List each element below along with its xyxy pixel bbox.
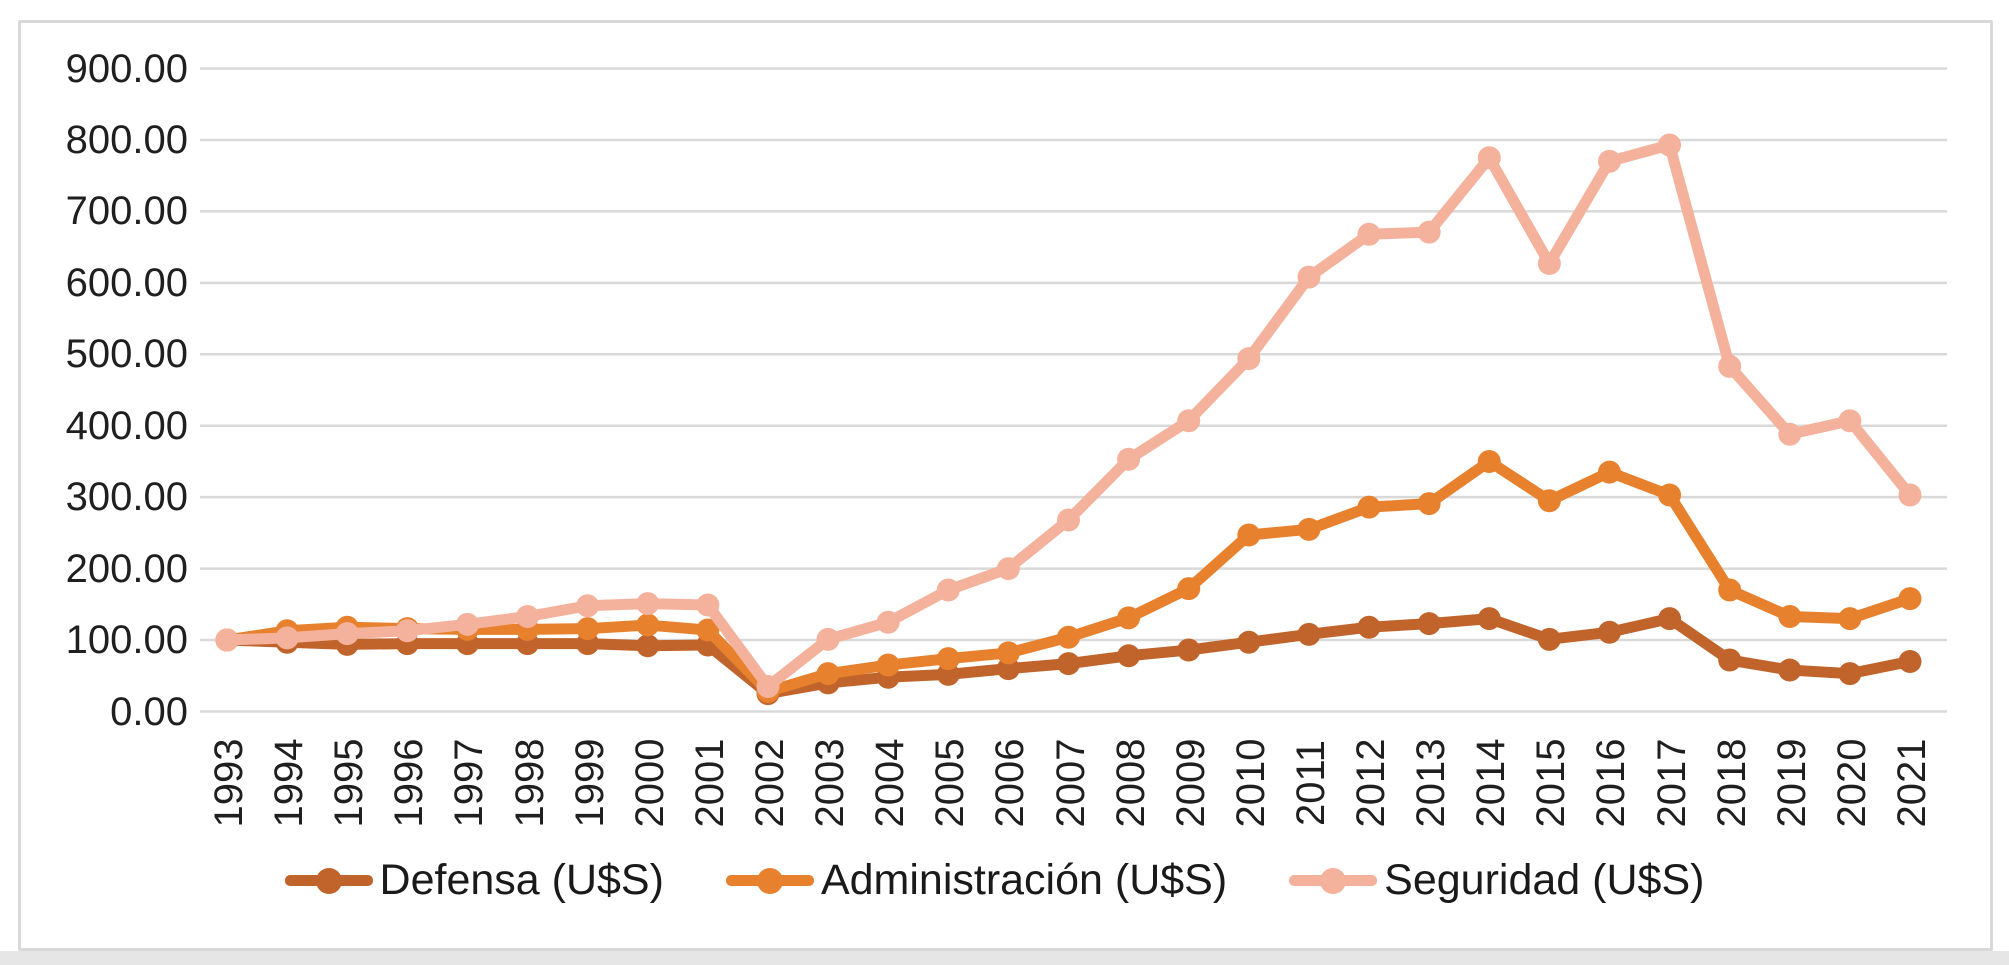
data-point-administracion-2020[interactable]	[1838, 607, 1862, 631]
legend-label-defensa: Defensa (U$S)	[379, 855, 664, 904]
data-point-seguridad-1996[interactable]	[395, 619, 419, 643]
data-point-administracion-2019[interactable]	[1778, 604, 1802, 628]
data-point-administracion-2009[interactable]	[1177, 577, 1201, 601]
data-point-administracion-2006[interactable]	[996, 641, 1020, 665]
y-axis-tick-label: 800.00	[65, 117, 188, 162]
y-axis-tick-label: 300.00	[65, 475, 188, 520]
data-point-defensa-2011[interactable]	[1297, 622, 1321, 646]
data-point-seguridad-2011[interactable]	[1297, 265, 1321, 289]
data-point-seguridad-2007[interactable]	[1057, 508, 1080, 532]
legend-label-administracion: Administración (U$S)	[820, 855, 1228, 904]
data-point-seguridad-2020[interactable]	[1838, 409, 1862, 433]
data-point-defensa-2008[interactable]	[1117, 644, 1141, 668]
y-axis-tick-label: 700.00	[65, 189, 188, 234]
data-point-defensa-2012[interactable]	[1357, 615, 1381, 639]
data-point-administracion-2008[interactable]	[1117, 606, 1141, 630]
data-point-seguridad-2006[interactable]	[996, 557, 1020, 581]
data-point-seguridad-2005[interactable]	[936, 578, 960, 602]
data-point-defensa-2021[interactable]	[1898, 649, 1922, 673]
data-point-administracion-2016[interactable]	[1597, 460, 1621, 484]
data-point-administracion-2015[interactable]	[1537, 489, 1561, 513]
data-point-seguridad-1998[interactable]	[516, 604, 540, 628]
y-axis-tick-label: 100.00	[65, 618, 188, 663]
chart-legend: Defensa (U$S) Administración (U$S) Segur…	[0, 850, 1989, 910]
data-point-seguridad-2000[interactable]	[636, 592, 660, 616]
y-axis-tick-label: 0.00	[110, 689, 188, 734]
data-point-defensa-2013[interactable]	[1417, 612, 1441, 636]
y-axis-tick-label: 400.00	[65, 403, 188, 448]
data-point-administracion-2001[interactable]	[696, 618, 720, 642]
data-point-administracion-2018[interactable]	[1718, 578, 1742, 602]
data-point-seguridad-2019[interactable]	[1778, 422, 1802, 446]
data-point-seguridad-2016[interactable]	[1597, 149, 1621, 173]
data-point-administracion-2014[interactable]	[1477, 449, 1501, 473]
data-point-defensa-2005[interactable]	[936, 662, 960, 686]
data-point-administracion-2021[interactable]	[1898, 587, 1922, 611]
y-axis-tick-label: 200.00	[65, 546, 188, 591]
data-point-defensa-2016[interactable]	[1597, 620, 1621, 644]
legend-item-administracion[interactable]: Administración (U$S)	[725, 855, 1228, 905]
data-point-administracion-2012[interactable]	[1357, 495, 1381, 519]
y-axis: 0.00 100.00 200.00 300.00 400.00 500.00 600.00…	[0, 0, 188, 965]
data-point-seguridad-2003[interactable]	[816, 627, 840, 651]
data-point-seguridad-2018[interactable]	[1718, 354, 1742, 378]
data-point-seguridad-2013[interactable]	[1417, 220, 1441, 244]
data-point-administracion-2017[interactable]	[1658, 483, 1682, 507]
data-point-seguridad-2021[interactable]	[1898, 483, 1922, 507]
y-axis-tick-label: 500.00	[65, 332, 188, 377]
administracion-marker-icon	[725, 867, 814, 894]
data-point-seguridad-1997[interactable]	[455, 612, 479, 636]
legend-item-defensa[interactable]: Defensa (U$S)	[284, 855, 664, 905]
data-point-administracion-2011[interactable]	[1297, 517, 1321, 541]
data-point-administracion-2013[interactable]	[1417, 492, 1441, 516]
window-bottom-strip	[0, 951, 2009, 965]
data-point-seguridad-1994[interactable]	[275, 626, 299, 650]
data-point-defensa-2015[interactable]	[1537, 627, 1561, 651]
data-point-seguridad-2017[interactable]	[1658, 133, 1682, 157]
data-point-defensa-2014[interactable]	[1477, 607, 1501, 631]
data-point-administracion-2010[interactable]	[1237, 523, 1261, 547]
data-point-administracion-1999[interactable]	[576, 617, 600, 641]
data-point-seguridad-2008[interactable]	[1117, 447, 1141, 471]
data-point-seguridad-2002[interactable]	[756, 674, 780, 698]
data-point-defensa-2009[interactable]	[1177, 638, 1201, 662]
legend-item-seguridad[interactable]: Seguridad (U$S)	[1289, 856, 1704, 905]
y-axis-tick-label: 900.00	[65, 46, 188, 91]
data-point-seguridad-2014[interactable]	[1477, 146, 1501, 170]
defensa-marker-icon	[284, 867, 373, 894]
data-point-seguridad-1995[interactable]	[335, 622, 359, 646]
data-point-defensa-2010[interactable]	[1237, 630, 1261, 654]
data-point-administracion-2000[interactable]	[636, 613, 660, 637]
y-axis-tick-label: 600.00	[65, 260, 188, 305]
data-point-seguridad-2004[interactable]	[876, 610, 900, 634]
data-point-defensa-2019[interactable]	[1778, 658, 1802, 682]
series-seguridad[interactable]	[215, 133, 1922, 698]
data-point-seguridad-1999[interactable]	[576, 594, 600, 618]
data-point-seguridad-2009[interactable]	[1177, 409, 1201, 433]
data-point-seguridad-1993[interactable]	[215, 628, 239, 652]
data-point-defensa-2000[interactable]	[636, 634, 660, 658]
data-point-administracion-2004[interactable]	[876, 653, 900, 677]
data-point-seguridad-2010[interactable]	[1237, 347, 1261, 371]
legend-label-seguridad: Seguridad (U$S)	[1384, 855, 1705, 904]
data-point-defensa-2020[interactable]	[1838, 662, 1862, 686]
data-point-seguridad-2015[interactable]	[1537, 252, 1561, 276]
data-point-administracion-2003[interactable]	[816, 662, 840, 686]
data-point-administracion-2005[interactable]	[936, 647, 960, 671]
data-point-defensa-2018[interactable]	[1718, 648, 1742, 672]
data-point-seguridad-2012[interactable]	[1357, 222, 1381, 246]
data-point-defensa-2007[interactable]	[1057, 652, 1080, 676]
series-line-seguridad[interactable]	[221, 139, 1916, 692]
data-point-defensa-2006[interactable]	[996, 657, 1020, 681]
seguridad-marker-icon	[1289, 867, 1378, 894]
data-point-administracion-2007[interactable]	[1057, 625, 1080, 649]
data-point-defensa-2017[interactable]	[1658, 607, 1682, 631]
data-point-seguridad-2001[interactable]	[696, 593, 720, 617]
